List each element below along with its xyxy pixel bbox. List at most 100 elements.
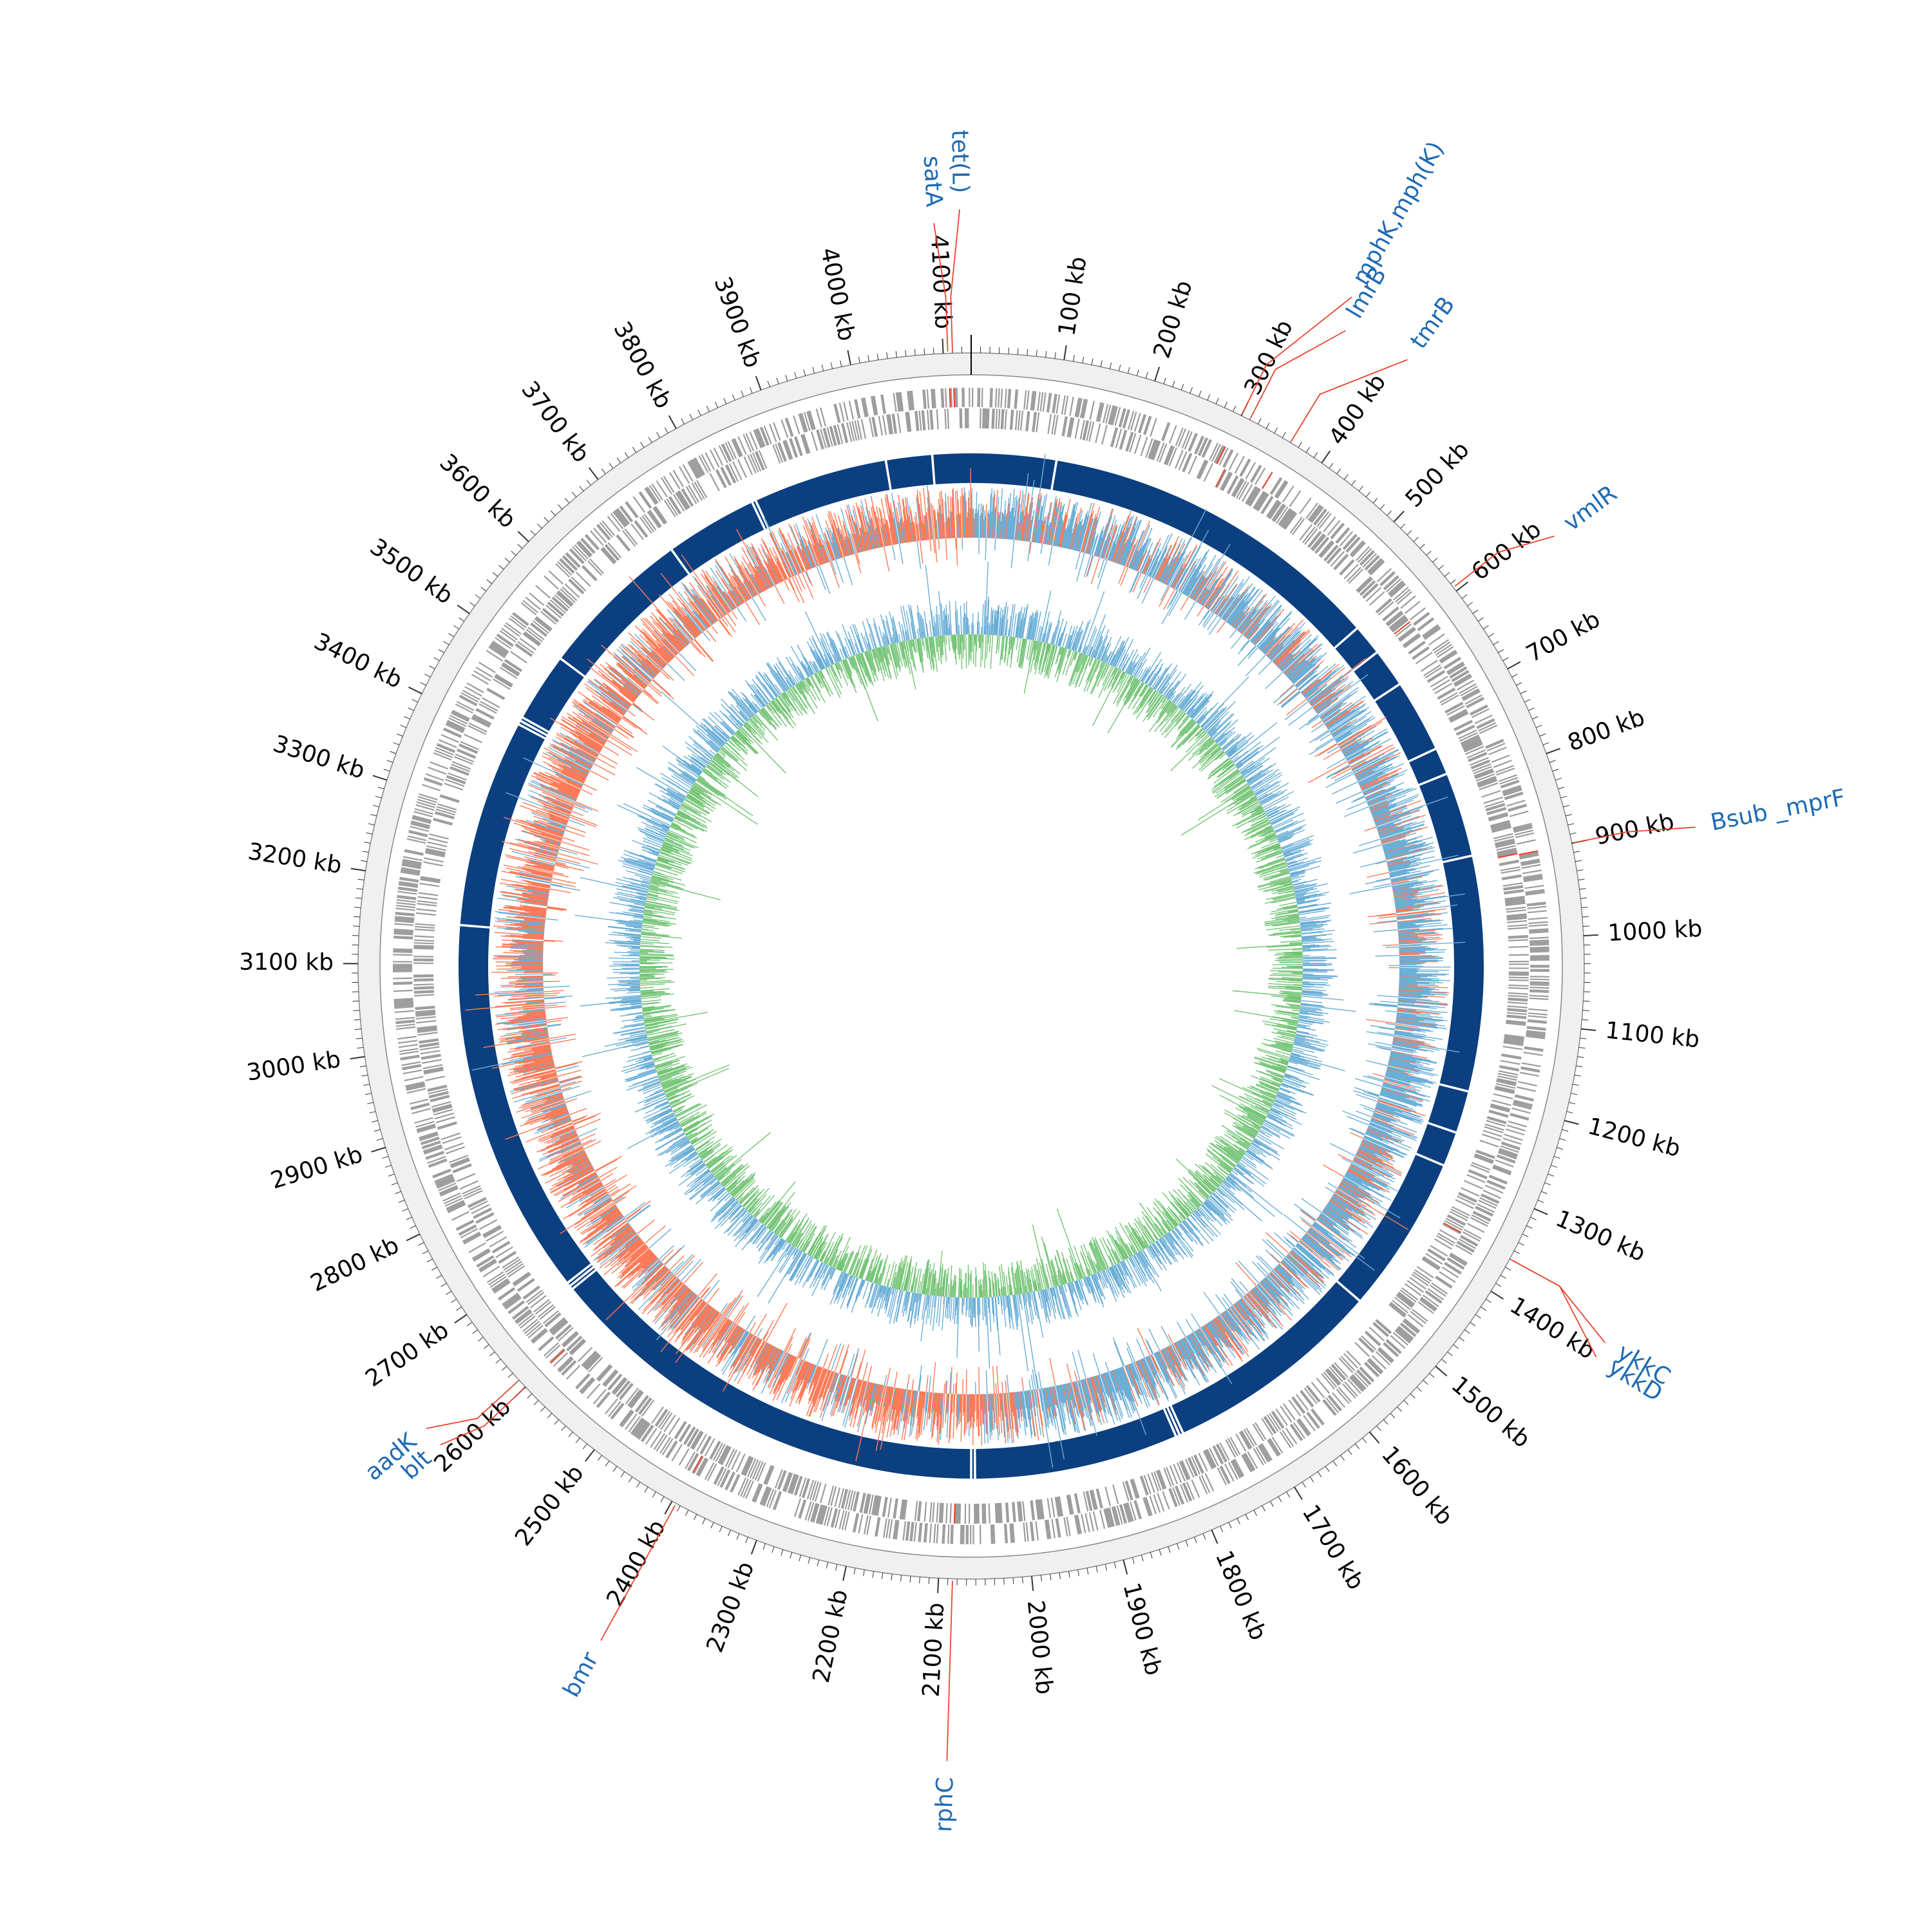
gc-skew-bar xyxy=(1354,1078,1383,1087)
feature-mark xyxy=(601,547,616,564)
gc-skew-bar xyxy=(851,1379,860,1404)
gc-skew-bar xyxy=(1208,583,1226,610)
gc-skew-bar xyxy=(1120,522,1137,565)
gc-skew-bar xyxy=(713,1318,729,1340)
gc-skew-bar xyxy=(1224,1311,1249,1345)
feature-mark xyxy=(1504,889,1524,893)
feature-mark xyxy=(1446,1215,1466,1226)
feature-mark xyxy=(1464,1180,1483,1189)
feature-mark xyxy=(1359,1366,1375,1382)
feature-mark xyxy=(540,611,557,625)
gc-skew-bar xyxy=(790,1361,808,1399)
gc-skew-bar xyxy=(1343,737,1374,755)
minor-tick xyxy=(1577,869,1584,871)
minor-tick xyxy=(706,405,710,412)
gc-skew-bar xyxy=(697,1308,715,1331)
gc-skew-bar xyxy=(1258,1283,1292,1321)
feature-mark xyxy=(554,594,571,609)
gc-skew-bar xyxy=(992,494,996,538)
gc-skew-bar xyxy=(1164,1347,1181,1380)
feature-mark xyxy=(444,782,464,791)
gc-skew-bar xyxy=(923,1392,929,1431)
feature-mark xyxy=(911,390,914,410)
gc-skew-bar xyxy=(1063,504,1075,549)
gc-skew-bar xyxy=(1229,600,1249,625)
feature-mark xyxy=(1479,782,1499,791)
gc-skew-bar xyxy=(1132,548,1142,570)
gc-skew-bar xyxy=(1079,515,1090,552)
feature-mark xyxy=(473,714,492,724)
gc-skew-bar xyxy=(800,1338,811,1359)
contig-segment xyxy=(561,550,688,676)
gc-skew-bar xyxy=(1381,1088,1410,1099)
gc-skew-bar xyxy=(1134,527,1153,571)
gc-skew-bar xyxy=(1078,502,1092,552)
gc-skew-bar xyxy=(1372,1113,1397,1123)
minor-tick xyxy=(1467,601,1473,607)
major-tick xyxy=(454,1314,468,1324)
gc-skew-bar xyxy=(1295,1245,1331,1276)
gc-skew-bar xyxy=(806,1365,817,1389)
feature-mark xyxy=(905,412,909,432)
gc-skew-bar xyxy=(1009,1392,1014,1430)
gc-skew-bar xyxy=(1031,494,1039,542)
feature-mark xyxy=(724,1448,735,1467)
gc-skew-bar xyxy=(1395,1026,1421,1032)
feature-mark xyxy=(405,1081,425,1087)
minor-tick xyxy=(1343,474,1349,480)
gc-skew-bar xyxy=(1139,574,1146,589)
gc-skew-bar xyxy=(907,1390,914,1424)
feature-mark xyxy=(688,460,699,478)
feature-mark xyxy=(1450,1253,1468,1264)
gc-skew-bar xyxy=(1357,764,1392,782)
gc-skew-bar xyxy=(757,1345,773,1372)
feature-mark xyxy=(645,487,658,504)
gc-skew-bar xyxy=(1367,1128,1399,1142)
feature-mark xyxy=(1395,1329,1412,1343)
gc-skew-bar xyxy=(806,1368,825,1416)
feature-mark xyxy=(400,1054,420,1059)
feature-mark xyxy=(1359,1367,1374,1383)
gc-skew-bar xyxy=(1305,667,1345,699)
tick-label: 3800 kb xyxy=(608,317,677,413)
minor-tick xyxy=(812,366,815,374)
feature-mark xyxy=(1435,1276,1452,1289)
gc-skew-bar xyxy=(1057,520,1063,547)
gc-skew-bar xyxy=(1056,1385,1066,1429)
feature-mark xyxy=(759,427,768,446)
gc-skew-bar xyxy=(1276,642,1302,667)
minor-tick xyxy=(376,1138,383,1141)
gc-skew-bar xyxy=(1029,510,1035,542)
gc-skew-bar xyxy=(1269,1273,1293,1298)
gc-skew-bar xyxy=(985,1394,988,1435)
gc-skew-bar xyxy=(1398,995,1427,998)
feature-mark xyxy=(1423,625,1439,638)
gc-skew-bar xyxy=(1276,1265,1293,1283)
minor-tick xyxy=(1305,447,1311,453)
feature-mark xyxy=(1503,886,1524,891)
feature-mark xyxy=(656,1434,668,1452)
gc-skew-bar xyxy=(1066,1363,1072,1383)
feature-mark xyxy=(471,1204,490,1215)
feature-mark xyxy=(1368,1327,1385,1341)
feature-mark xyxy=(545,1313,562,1327)
feature-mark xyxy=(798,1499,806,1519)
feature-mark xyxy=(838,402,845,422)
feature-mark xyxy=(931,389,934,409)
minor-tick xyxy=(400,724,407,728)
feature-mark xyxy=(1519,853,1539,858)
gc-skew-bar xyxy=(1376,1103,1424,1121)
feature-mark xyxy=(1297,1419,1311,1436)
feature-mark xyxy=(620,505,634,522)
feature-mark xyxy=(460,692,479,703)
feature-mark xyxy=(724,1472,735,1490)
feature-mark xyxy=(690,1430,702,1449)
gc-skew-bar xyxy=(1389,869,1417,876)
gc-skew-bar xyxy=(1394,896,1417,901)
gc-skew-bar xyxy=(813,1366,820,1383)
feature-mark xyxy=(542,609,558,623)
gc-skew-bar xyxy=(1066,1383,1079,1434)
gc-skew-bar xyxy=(1347,748,1371,761)
gc-skew-bar xyxy=(1053,1386,1064,1433)
feature-mark xyxy=(499,630,516,643)
